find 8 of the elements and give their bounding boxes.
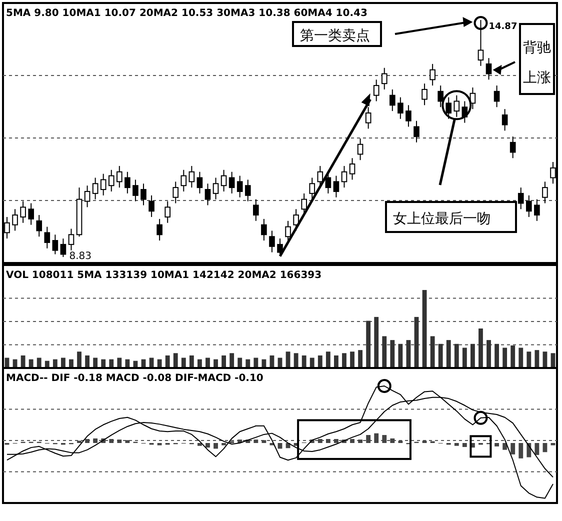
annotation: 第一类卖点	[300, 28, 370, 44]
chart-title: VOL 108011 5MA 133139 10MA1 142142 20MA2 166393	[6, 270, 322, 281]
annotation: 女上位最后一吻	[393, 211, 491, 227]
annotation: 14.87	[488, 22, 518, 32]
annotation: 8.83	[69, 251, 92, 262]
chart-title: 5MA 9.80 10MA1 10.07 20MA2 10.53 30MA3 10.38 60MA4 10.43	[6, 8, 368, 19]
chart-title: MACD-- DIF -0.18 MACD -0.08 DIF-MACD -0.10	[6, 373, 264, 384]
annotation: 背驰上涨	[523, 40, 551, 86]
